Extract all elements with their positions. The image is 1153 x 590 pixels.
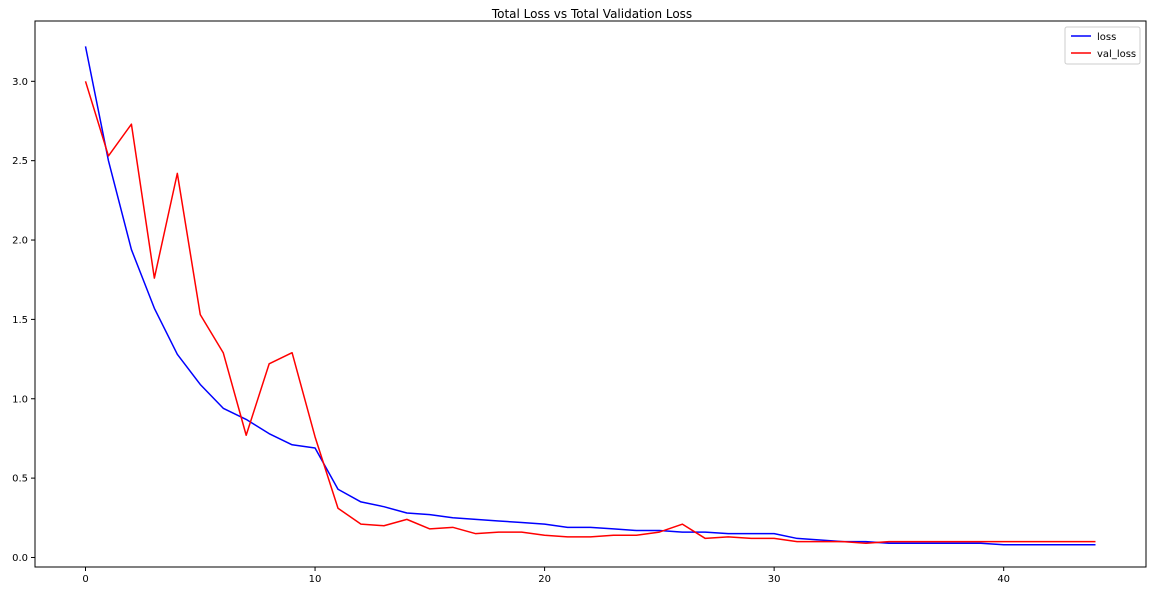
x-tick-label: 30 [768, 574, 781, 585]
plot-area [34, 20, 1147, 568]
x-axis: 0 10 20 30 40 [82, 567, 1010, 585]
x-tick-label: 20 [538, 574, 551, 585]
x-tick-label: 0 [82, 574, 88, 585]
legend-label-loss: loss [1097, 32, 1116, 43]
series-line-loss [84, 46, 1096, 546]
y-tick-label: 0.5 [12, 474, 28, 485]
series-line-val-loss [84, 81, 1096, 544]
y-tick-label: 0.0 [12, 553, 28, 564]
y-axis: 0.0 0.5 1.0 1.5 2.0 2.5 3.0 [12, 77, 35, 564]
y-tick-label: 2.5 [12, 156, 28, 167]
x-tick-label: 40 [997, 574, 1010, 585]
series-layer [84, 46, 1096, 546]
legend-label-val-loss: val_loss [1097, 49, 1136, 60]
y-tick-label: 3.0 [12, 77, 28, 88]
y-tick-label: 1.0 [12, 394, 28, 405]
legend: loss val_loss [1064, 26, 1141, 65]
x-tick-label: 10 [309, 574, 322, 585]
chart-title: Total Loss vs Total Validation Loss [491, 7, 692, 21]
y-tick-label: 2.0 [12, 236, 28, 247]
y-tick-label: 1.5 [12, 315, 28, 326]
